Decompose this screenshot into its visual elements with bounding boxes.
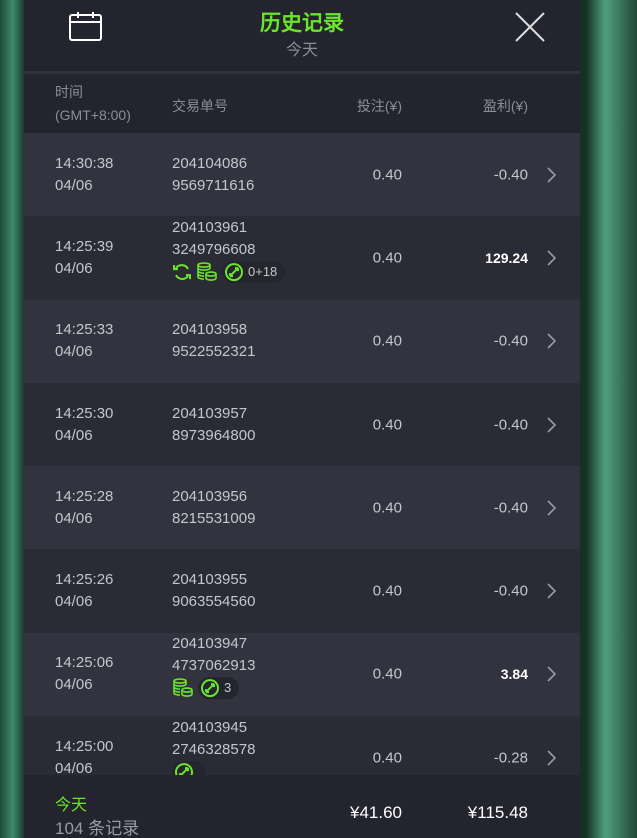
row-bet: 0.40 (372, 416, 402, 434)
table-row[interactable]: 14:25:26 04/06 204103955 9063554560 0.40 -… (24, 549, 580, 633)
table-row[interactable]: 14:25:33 04/06 204103958 9522552321 0.40 -… (24, 299, 580, 383)
col-time: 时间 (55, 84, 83, 100)
history-panel: 历史记录 今天 时间 (GMT+8:00) 交易单号 投注(¥) 盈利(¥) 1… (24, 0, 580, 838)
row-profit: 3.84 (500, 666, 528, 683)
row-order-id-suffix: 2746328578 (172, 740, 256, 758)
table-row[interactable]: 14:25:39 04/06 204103961 3249796608 0+18 0.… (24, 216, 580, 300)
row-bet: 0.40 (372, 665, 402, 683)
free-spin-badge: 3 (198, 677, 240, 700)
coins-icon (197, 262, 217, 281)
row-order-id: 204103947 (172, 635, 248, 653)
row-order-id: 204103955 (172, 571, 248, 589)
row-order-id: 204103958 (172, 321, 248, 339)
free-spin-badge (172, 760, 206, 775)
row-bet: 0.40 (372, 166, 402, 184)
total-profit: ¥115.48 (467, 803, 528, 822)
row-date: 04/06 (55, 176, 93, 194)
row-profit: -0.40 (493, 499, 528, 517)
row-order-id: 204103945 (172, 718, 248, 736)
row-date: 04/06 (55, 343, 93, 361)
row-order-id-suffix: 4737062913 (172, 657, 256, 675)
row-time: 14:25:26 (55, 571, 114, 589)
table-row[interactable]: 14:25:30 04/06 204103957 8973964800 0.40 -… (24, 382, 580, 467)
row-profit: -0.40 (493, 332, 528, 350)
row-order-id-suffix: 8215531009 (172, 509, 256, 527)
row-time: 14:25:30 (55, 404, 114, 422)
row-order-id: 204104086 (172, 154, 248, 172)
row-profit: -0.28 (493, 749, 528, 767)
close-icon[interactable] (514, 11, 546, 43)
row-bet: 0.40 (372, 499, 402, 517)
row-order-id-suffix: 9569711616 (172, 176, 255, 194)
row-badges: 0+18 (172, 261, 286, 284)
row-order-id: 204103961 (172, 219, 248, 237)
col-timezone: (GMT+8:00) (55, 107, 131, 123)
table-row[interactable]: 14:25:06 04/06 204103947 4737062913 3 0.40 … (24, 632, 580, 717)
summary-period: 今天 (55, 797, 88, 814)
chevron-right-icon[interactable] (546, 250, 556, 266)
row-order-id-suffix: 3249796608 (172, 241, 256, 259)
row-time: 14:30:38 (55, 154, 114, 172)
coins-icon (173, 678, 193, 698)
row-profit: -0.40 (493, 166, 528, 184)
chevron-right-icon[interactable] (546, 416, 556, 433)
row-profit: -0.40 (493, 582, 528, 600)
row-bet: 0.40 (372, 249, 402, 267)
free-spin-icon (201, 679, 219, 698)
row-bet: 0.40 (372, 749, 402, 767)
free-spin-count: 0+18 (248, 264, 278, 280)
chevron-right-icon[interactable] (546, 500, 556, 516)
row-date: 04/06 (55, 259, 93, 277)
calendar-icon[interactable] (69, 11, 103, 41)
table-row[interactable]: 14:25:28 04/06 204103956 8215531009 0.40 -… (24, 466, 580, 550)
free-spin-count: 3 (224, 680, 232, 696)
chevron-right-icon[interactable] (546, 583, 556, 599)
row-profit: -0.40 (493, 416, 528, 434)
refresh-icon (173, 264, 191, 280)
date-filter-label[interactable]: 今天 (285, 42, 318, 59)
chevron-right-icon[interactable] (546, 167, 556, 183)
free-spin-badge: 0+18 (222, 261, 286, 284)
row-badges (172, 760, 255, 775)
summary-footer: 今天 104 条记录 ¥41.60 ¥115.48 (24, 775, 580, 838)
chevron-right-icon[interactable] (546, 333, 556, 349)
table-row[interactable]: 14:30:38 04/06 204104086 9569711616 0.40 -… (24, 133, 580, 217)
row-time: 14:25:39 (55, 237, 114, 255)
row-bet: 0.40 (372, 582, 402, 600)
col-order: 交易单号 (172, 98, 228, 114)
col-bet: 投注(¥) (356, 98, 402, 114)
total-bet: ¥41.60 (350, 803, 402, 822)
row-order-id-suffix: 9063554560 (172, 593, 256, 611)
row-date: 04/06 (55, 509, 93, 527)
col-profit: 盈利(¥) (482, 98, 528, 114)
history-list[interactable]: 14:30:38 04/06 204104086 9569711616 0.40 -… (24, 133, 580, 775)
row-date: 04/06 (55, 426, 93, 444)
table-row[interactable]: 14:25:00 04/06 204103945 2746328578 0.40 -… (24, 716, 580, 775)
row-profit: 129.24 (485, 249, 528, 266)
row-time: 14:25:00 (55, 737, 114, 755)
row-date: 04/06 (55, 759, 93, 775)
row-bet: 0.40 (372, 332, 402, 350)
row-date: 04/06 (55, 593, 93, 611)
top-bar: 历史记录 今天 (24, 0, 580, 74)
row-badges: 3 (172, 677, 255, 700)
row-order-id-suffix: 9522552321 (172, 343, 256, 361)
row-time: 14:25:06 (55, 654, 114, 672)
row-time: 14:25:33 (55, 321, 114, 339)
row-order-id: 204103957 (172, 404, 248, 422)
row-time: 14:25:28 (55, 487, 114, 505)
chevron-right-icon[interactable] (546, 666, 556, 682)
page-title: 历史记录 (260, 12, 344, 35)
record-count: 104 条记录 (55, 819, 140, 838)
chevron-right-icon[interactable] (546, 750, 556, 766)
row-order-id: 204103956 (172, 487, 248, 505)
row-date: 04/06 (55, 676, 93, 694)
row-order-id-suffix: 8973964800 (172, 426, 256, 444)
table-header: 时间 (GMT+8:00) 交易单号 投注(¥) 盈利(¥) (24, 74, 580, 130)
free-spin-icon (175, 762, 193, 775)
free-spin-icon (225, 263, 243, 282)
